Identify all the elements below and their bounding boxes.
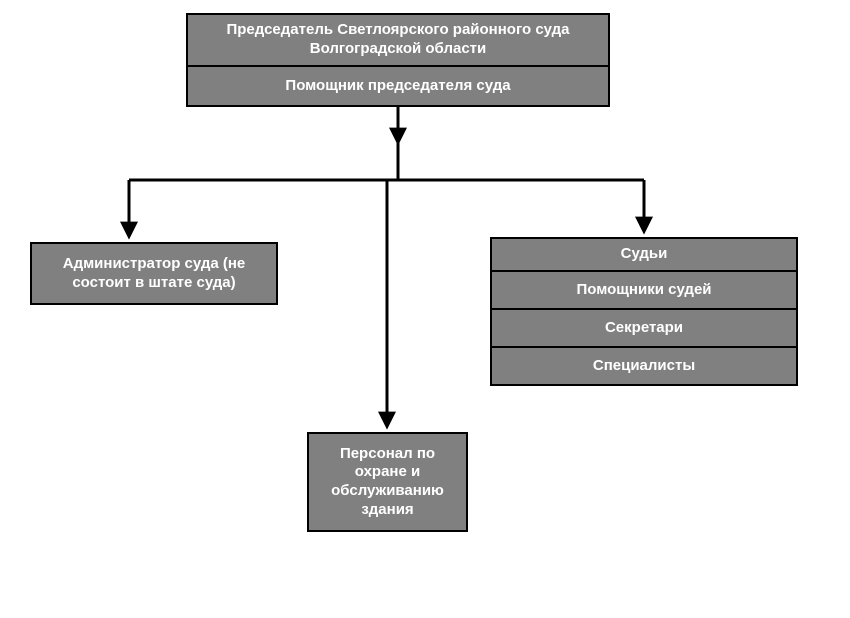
box-chairman: Председатель Светлоярского районного суд… [186, 13, 610, 67]
label-assistant-chairman: Помощник председателя суда [285, 77, 510, 96]
box-secretaries: Секретари [490, 308, 798, 348]
label-judge-assistants: Помощники судей [576, 281, 711, 300]
label-specialists: Специалисты [593, 357, 695, 376]
box-staff: Персонал по охране и обслуживанию здания [307, 432, 468, 532]
label-judges: Судьи [621, 245, 668, 264]
label-staff: Персонал по охране и обслуживанию здания [317, 445, 458, 520]
box-specialists: Специалисты [490, 346, 798, 386]
label-administrator: Администратор суда (не состоит в штате с… [40, 255, 268, 293]
box-judge-assistants: Помощники судей [490, 270, 798, 310]
box-judges: Судьи [490, 237, 798, 272]
box-assistant-chairman: Помощник председателя суда [186, 65, 610, 107]
label-chairman: Председатель Светлоярского районного суд… [196, 21, 600, 59]
label-secretaries: Секретари [605, 319, 683, 338]
box-administrator: Администратор суда (не состоит в штате с… [30, 242, 278, 305]
